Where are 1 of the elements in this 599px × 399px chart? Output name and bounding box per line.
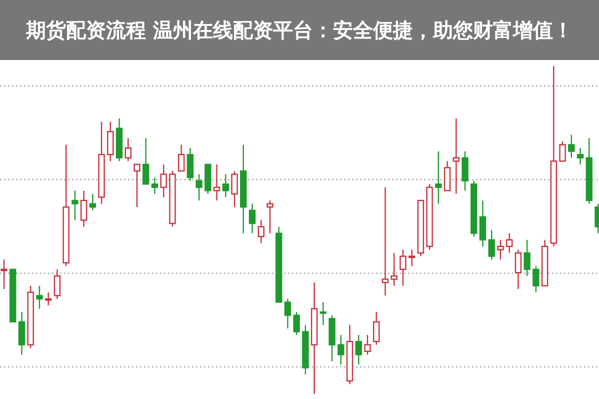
chart-title: 期货配资流程 温州在线配资平台：安全便捷，助您财富增值！ xyxy=(25,17,574,44)
